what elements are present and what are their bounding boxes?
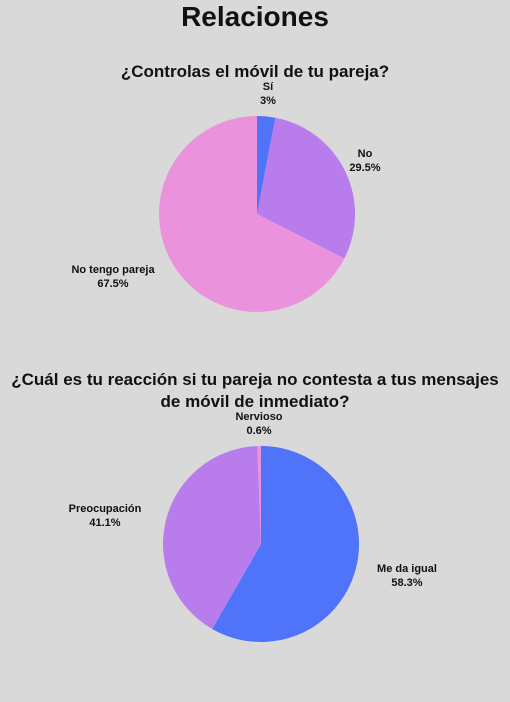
pie-slice-reaccion-me-da-igual — [212, 446, 360, 642]
page-title: Relaciones — [181, 1, 329, 32]
slice-value-controlas-si: 3% — [260, 95, 276, 107]
pie-slice-controlas-si — [257, 116, 276, 214]
slice-label-controlas-no-tengo-pareja: No tengo pareja — [71, 264, 155, 276]
chart-title-reaccion: ¿Cuál es tu reacción si tu pareja no con… — [11, 370, 499, 411]
slice-label-controlas-si: Sí — [263, 81, 274, 93]
slice-label-reaccion-me-da-igual: Me da igual — [377, 563, 437, 575]
slice-value-reaccion-preocupacion: 41.1% — [89, 517, 120, 529]
slice-value-reaccion-me-da-igual: 58.3% — [391, 577, 422, 589]
pie-slice-controlas-no — [257, 117, 355, 259]
slice-value-controlas-no: 29.5% — [349, 162, 380, 174]
pie-slice-reaccion-preocupacion — [163, 446, 261, 629]
slice-label-reaccion-preocupacion: Preocupación — [69, 503, 142, 515]
pie-slice-reaccion-nervioso — [257, 446, 261, 544]
slice-label-reaccion-nervioso: Nervioso — [235, 411, 282, 423]
slice-label-controlas-no: No — [358, 148, 373, 160]
chart-title-controlas: ¿Controlas el móvil de tu pareja? — [120, 62, 390, 81]
slice-value-controlas-no-tengo-pareja: 67.5% — [97, 278, 128, 290]
pie-slice-controlas-no-tengo-pareja — [159, 116, 345, 312]
slice-value-reaccion-nervioso: 0.6% — [246, 425, 271, 437]
